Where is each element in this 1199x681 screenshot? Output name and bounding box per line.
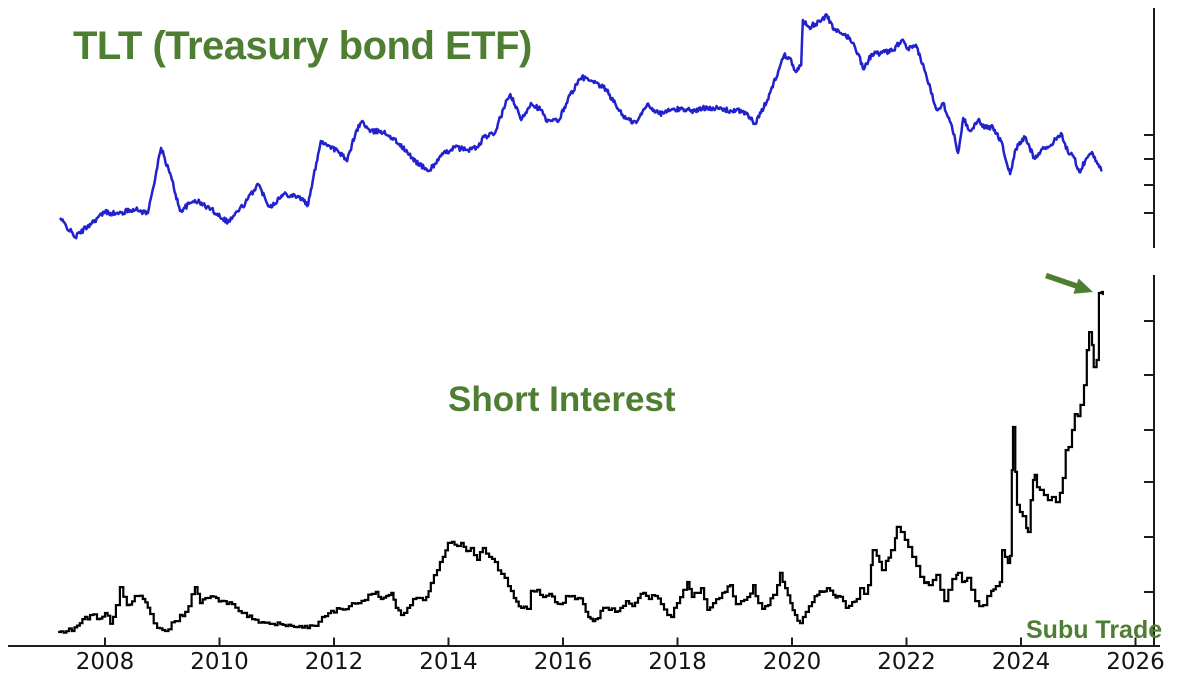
tlt-title: TLT (Treasury bond ETF): [73, 24, 532, 68]
short-interest-label: Short Interest: [448, 380, 676, 419]
x-tick-label-2008: 2008: [75, 649, 135, 675]
x-tick-label-2016: 2016: [533, 649, 593, 675]
annotation-arrow-shaft: [1045, 272, 1079, 290]
tlt-line: [59, 13, 1103, 240]
watermark-subu-trade: Subu Trade: [1026, 616, 1163, 644]
x-tick-label-2014: 2014: [419, 649, 478, 675]
short-interest-line: [58, 290, 1104, 634]
x-tick-label-2018: 2018: [648, 649, 707, 675]
x-tick-label-2010: 2010: [190, 649, 249, 675]
x-tick-label-2020: 2020: [762, 649, 822, 675]
x-tick-label-2024: 2024: [991, 649, 1051, 675]
x-tick-label-2026: 2026: [1106, 649, 1165, 675]
x-tick-label-2012: 2012: [304, 649, 364, 675]
x-axis-labels: 2008 2010 2012 2014 2016 2018 2020 2022 2024 2026: [0, 649, 1199, 681]
x-tick-label-2022: 2022: [877, 649, 936, 675]
annotation-arrow-head: [1073, 278, 1093, 294]
